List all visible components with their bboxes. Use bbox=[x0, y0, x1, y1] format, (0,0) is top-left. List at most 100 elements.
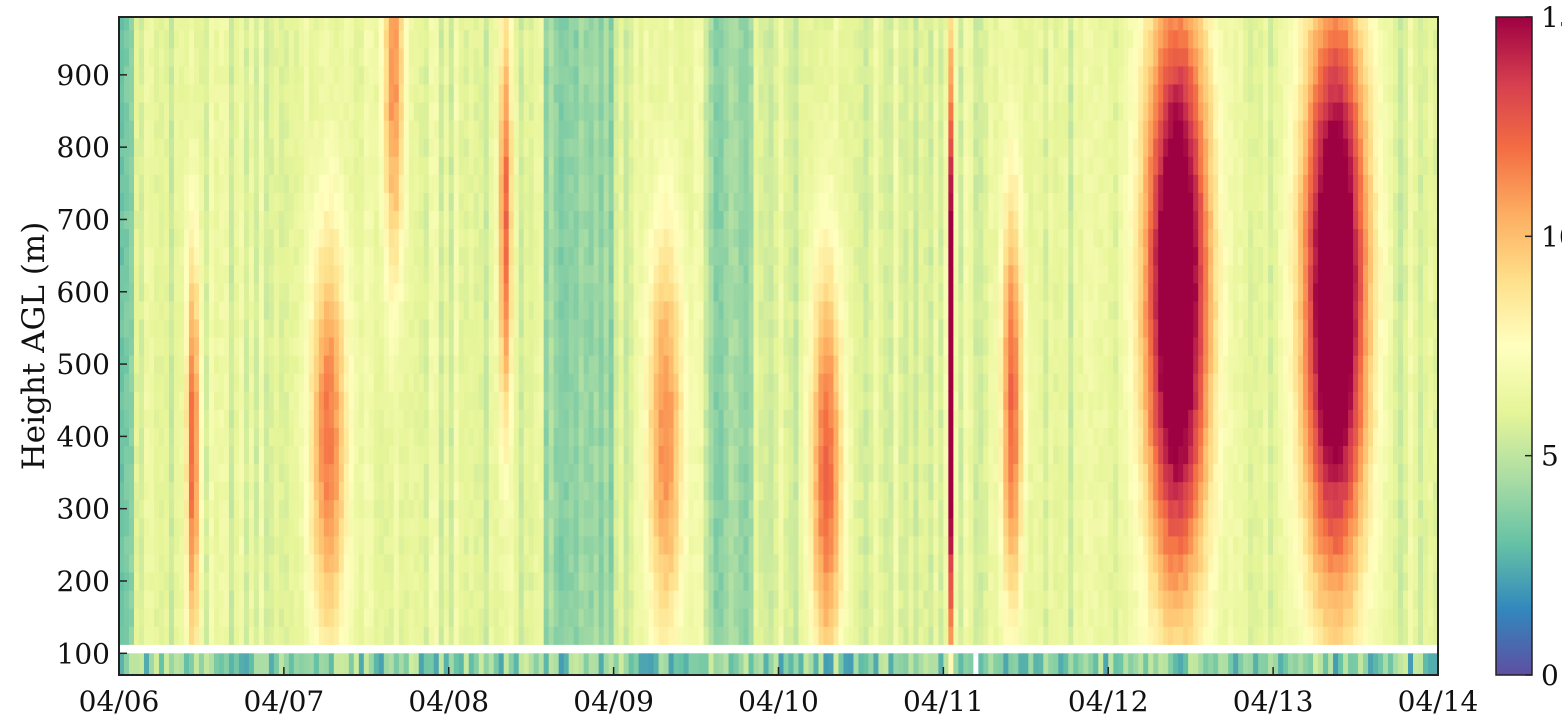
heatmap-cell bbox=[328, 300, 335, 320]
heatmap-cell bbox=[708, 499, 715, 519]
heatmap-cell bbox=[493, 336, 500, 356]
heatmap-cell bbox=[683, 174, 690, 193]
heatmap-cell bbox=[703, 653, 710, 675]
heatmap-cell bbox=[753, 120, 760, 139]
heatmap-cell bbox=[553, 481, 560, 501]
heatmap-cell bbox=[733, 47, 740, 67]
heatmap-cell bbox=[753, 608, 760, 627]
heatmap-cell bbox=[263, 210, 270, 230]
heatmap-cell bbox=[233, 138, 240, 157]
heatmap-cell bbox=[393, 535, 400, 555]
heatmap-cell bbox=[413, 65, 420, 85]
heatmap-cell bbox=[213, 192, 220, 212]
heatmap-cell bbox=[138, 29, 145, 49]
heatmap-cell bbox=[773, 355, 780, 374]
heatmap-cell bbox=[263, 481, 270, 501]
heatmap-cell bbox=[403, 445, 410, 465]
heatmap-cell bbox=[608, 463, 615, 483]
heatmap-cell bbox=[503, 355, 510, 374]
heatmap-cell bbox=[223, 210, 230, 230]
heatmap-cell bbox=[538, 653, 545, 675]
heatmap-cell bbox=[753, 553, 760, 573]
heatmap-cell bbox=[503, 590, 510, 609]
heatmap-cell bbox=[353, 156, 360, 175]
heatmap-cell bbox=[228, 373, 235, 392]
heatmap-cell bbox=[273, 17, 280, 31]
heatmap-cell bbox=[498, 300, 505, 320]
heatmap-cell bbox=[643, 246, 650, 266]
heatmap-cell bbox=[253, 210, 260, 230]
heatmap-cell bbox=[333, 427, 340, 447]
heatmap-cell bbox=[613, 192, 620, 212]
heatmap-cell bbox=[233, 517, 240, 537]
heatmap-cell bbox=[443, 535, 450, 555]
heatmap-cell bbox=[203, 47, 210, 67]
heatmap-cell bbox=[543, 17, 550, 31]
heatmap-cell bbox=[173, 535, 180, 555]
heatmap-cell bbox=[738, 336, 745, 356]
heatmap-cell bbox=[488, 192, 495, 212]
heatmap-cell bbox=[633, 47, 640, 67]
heatmap-cell bbox=[528, 445, 535, 465]
heatmap-cell bbox=[618, 653, 625, 675]
heatmap-cell bbox=[323, 336, 330, 356]
heatmap-cell bbox=[573, 318, 580, 338]
heatmap-cell bbox=[168, 445, 175, 465]
heatmap-cell bbox=[308, 17, 315, 31]
heatmap-cell bbox=[658, 391, 665, 410]
heatmap-cell bbox=[293, 83, 300, 103]
heatmap-cell bbox=[608, 192, 615, 212]
heatmap-cell bbox=[358, 228, 365, 248]
heatmap-cell bbox=[693, 210, 700, 230]
heatmap-cell bbox=[508, 101, 515, 121]
heatmap-cell bbox=[288, 355, 295, 374]
heatmap-cell bbox=[653, 17, 660, 31]
heatmap-cell bbox=[568, 571, 575, 591]
heatmap-cell bbox=[688, 535, 695, 555]
heatmap-cell bbox=[398, 571, 405, 591]
heatmap-cell bbox=[658, 499, 665, 519]
heatmap-cell bbox=[124, 535, 130, 555]
heatmap-cell bbox=[383, 282, 390, 302]
heatmap-cell bbox=[308, 83, 315, 103]
heatmap-cell bbox=[698, 355, 705, 374]
heatmap-cell bbox=[758, 571, 765, 591]
heatmap-cell bbox=[698, 535, 705, 555]
heatmap-cell bbox=[713, 355, 720, 374]
heatmap-cell bbox=[153, 101, 160, 121]
heatmap-cell bbox=[578, 101, 585, 121]
heatmap-cell bbox=[513, 571, 520, 591]
heatmap-cell bbox=[478, 409, 485, 428]
heatmap-cell bbox=[408, 571, 415, 591]
heatmap-cell bbox=[698, 246, 705, 266]
heatmap-cell bbox=[768, 608, 775, 627]
heatmap-cell bbox=[643, 355, 650, 374]
heatmap-cell bbox=[458, 174, 465, 193]
heatmap-cell bbox=[563, 120, 570, 139]
heatmap-cell bbox=[683, 590, 690, 609]
heatmap-cell bbox=[658, 156, 665, 175]
heatmap-cell bbox=[293, 228, 300, 248]
heatmap-cell bbox=[183, 571, 190, 591]
heatmap-cell bbox=[628, 535, 635, 555]
heatmap-cell bbox=[533, 101, 540, 121]
heatmap-cell bbox=[668, 355, 675, 374]
heatmap-cell bbox=[173, 210, 180, 230]
heatmap-cell bbox=[803, 571, 810, 591]
heatmap-cell bbox=[563, 318, 570, 338]
heatmap-cell bbox=[213, 590, 220, 609]
heatmap-cell bbox=[768, 373, 775, 392]
heatmap-cell bbox=[658, 101, 665, 121]
heatmap-cell bbox=[523, 101, 530, 121]
heatmap-cell bbox=[323, 282, 330, 302]
heatmap-cell bbox=[623, 481, 630, 501]
heatmap-cell bbox=[798, 318, 805, 338]
heatmap-cell bbox=[463, 138, 470, 157]
heatmap-cell bbox=[343, 192, 350, 212]
heatmap-cell bbox=[533, 535, 540, 555]
heatmap-cell bbox=[313, 427, 320, 447]
heatmap-cell bbox=[613, 608, 620, 627]
heatmap-cell bbox=[458, 427, 465, 447]
heatmap-cell bbox=[543, 626, 550, 645]
heatmap-cell bbox=[323, 391, 330, 410]
